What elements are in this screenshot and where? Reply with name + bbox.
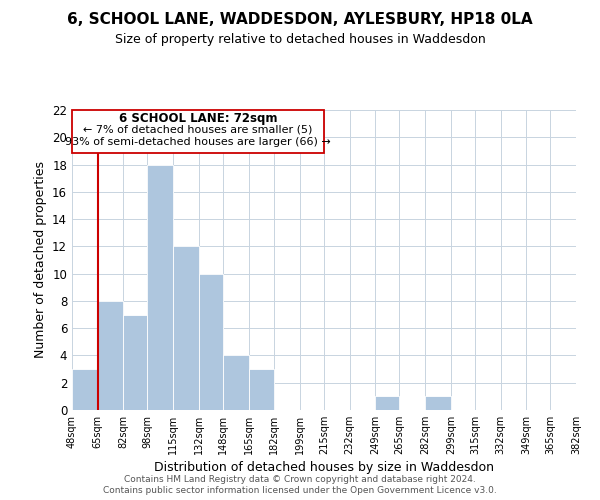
Bar [248,369,274,410]
Y-axis label: Number of detached properties: Number of detached properties [34,162,47,358]
Bar [425,396,451,410]
X-axis label: Distribution of detached houses by size in Waddesdon: Distribution of detached houses by size … [154,461,494,474]
Text: Size of property relative to detached houses in Waddesdon: Size of property relative to detached ho… [115,32,485,46]
Bar [173,246,199,410]
Text: 93% of semi-detached houses are larger (66) →: 93% of semi-detached houses are larger (… [65,137,331,147]
Bar [72,369,98,410]
Bar [223,356,248,410]
Text: Contains public sector information licensed under the Open Government Licence v3: Contains public sector information licen… [103,486,497,495]
Bar [148,164,173,410]
Text: Contains HM Land Registry data © Crown copyright and database right 2024.: Contains HM Land Registry data © Crown c… [124,475,476,484]
Bar [98,301,124,410]
Text: ← 7% of detached houses are smaller (5): ← 7% of detached houses are smaller (5) [83,125,313,135]
Bar [199,274,223,410]
Text: 6, SCHOOL LANE, WADDESDON, AYLESBURY, HP18 0LA: 6, SCHOOL LANE, WADDESDON, AYLESBURY, HP… [67,12,533,28]
FancyBboxPatch shape [72,110,324,153]
Bar [124,314,148,410]
Bar [376,396,400,410]
Text: 6 SCHOOL LANE: 72sqm: 6 SCHOOL LANE: 72sqm [119,112,277,126]
